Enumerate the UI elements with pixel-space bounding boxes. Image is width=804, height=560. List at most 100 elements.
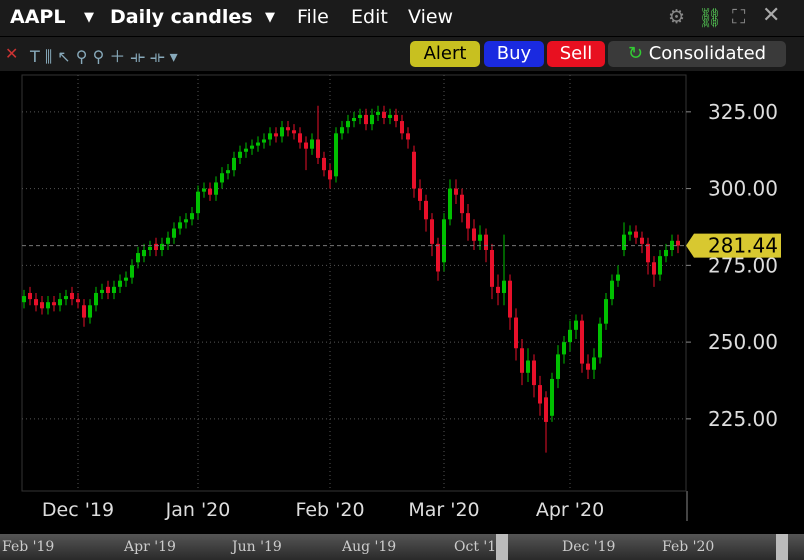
candle-body bbox=[520, 348, 524, 373]
candle-body bbox=[490, 249, 494, 287]
candle-body bbox=[598, 323, 602, 358]
candle-body bbox=[358, 114, 362, 118]
candle-body bbox=[34, 299, 38, 306]
candle-body bbox=[328, 170, 332, 180]
tool-icon[interactable]: ✕ bbox=[5, 44, 19, 63]
candle-body bbox=[532, 360, 536, 386]
candle-body bbox=[430, 219, 434, 244]
symbol[interactable]: AAPL bbox=[10, 6, 66, 28]
close-icon[interactable]: ✕ bbox=[762, 3, 781, 28]
navigator-label: Oct '19 bbox=[454, 539, 506, 555]
candle-body bbox=[514, 317, 518, 349]
candle-body bbox=[310, 139, 314, 149]
candle-body bbox=[262, 139, 266, 143]
candle-body bbox=[148, 246, 152, 250]
candle-body bbox=[502, 280, 506, 293]
navigator-handle[interactable] bbox=[496, 534, 508, 560]
candle-body bbox=[664, 249, 668, 257]
candle-body bbox=[220, 173, 224, 183]
candle-body bbox=[76, 299, 80, 303]
candle-body bbox=[202, 188, 206, 192]
candle-body bbox=[364, 114, 368, 125]
menu[interactable]: Edit bbox=[351, 6, 388, 28]
dropdown-arrow[interactable]: ▼ bbox=[84, 10, 94, 25]
x-tick-label: Jan '20 bbox=[165, 499, 231, 521]
candle-body bbox=[472, 228, 476, 241]
menu[interactable]: View bbox=[408, 6, 454, 28]
candle-body bbox=[634, 231, 638, 238]
last-price-label: 281.44 bbox=[708, 234, 778, 258]
menu[interactable]: File bbox=[297, 6, 329, 28]
navigator-label: Feb '19 bbox=[2, 539, 55, 555]
candle-body bbox=[40, 302, 44, 309]
maximize-icon[interactable]: ⛶ bbox=[732, 6, 746, 28]
navigator-handle[interactable] bbox=[776, 534, 788, 560]
candle-body bbox=[118, 280, 122, 287]
candle-body bbox=[214, 182, 218, 195]
candle-body bbox=[592, 357, 596, 370]
candle-body bbox=[64, 296, 68, 300]
candle-body bbox=[562, 342, 566, 355]
candle-body bbox=[448, 188, 452, 220]
candle-body bbox=[136, 253, 140, 263]
alert-button[interactable]: Alert bbox=[410, 41, 480, 67]
x-tick-label: Mar '20 bbox=[408, 499, 479, 521]
candle-body bbox=[544, 397, 548, 422]
dropdown-arrow[interactable]: ▼ bbox=[265, 10, 275, 25]
candle-body bbox=[496, 286, 500, 293]
candle-body bbox=[130, 265, 134, 278]
x-tick-label: Feb '20 bbox=[295, 499, 364, 521]
candle-body bbox=[412, 151, 416, 189]
candle-body bbox=[178, 222, 182, 229]
x-tick-label: Apr '20 bbox=[536, 499, 604, 521]
candle-body bbox=[82, 305, 86, 318]
candle-body bbox=[334, 133, 338, 177]
candle-body bbox=[298, 133, 302, 143]
y-tick-label: 300.00 bbox=[708, 177, 778, 201]
candle-body bbox=[466, 213, 470, 229]
exchange-label: Consolidated bbox=[648, 43, 767, 64]
candle-body bbox=[184, 219, 188, 223]
candle-body bbox=[340, 127, 344, 134]
x-tick-label: Dec '19 bbox=[42, 499, 114, 521]
candle-body bbox=[352, 117, 356, 122]
candle-body bbox=[556, 354, 560, 379]
navigator: Feb '20 Dec '19 Oct '19 Aug '19 Jun '19 Apr '… bbox=[0, 534, 804, 560]
buy-button[interactable]: Buy bbox=[484, 41, 544, 67]
chart-kind[interactable]: Daily candles bbox=[110, 6, 253, 28]
candle-body bbox=[442, 219, 446, 263]
candle-body bbox=[460, 194, 464, 214]
tool-icon[interactable]: T ⫼ ↖ ⚲ ⚲ ＋ ⟛ ⟛ ▾ bbox=[30, 47, 178, 66]
candle-body bbox=[52, 302, 56, 306]
candle-body bbox=[670, 240, 674, 250]
candle-body bbox=[22, 296, 26, 303]
header: AAPL ▼ Daily candles ▼ File Edit View ⚙ … bbox=[0, 0, 804, 36]
candle-body bbox=[526, 360, 530, 373]
candle-body bbox=[376, 111, 380, 115]
candle-body bbox=[250, 145, 254, 149]
link-icon[interactable]: ⛓ bbox=[698, 7, 723, 29]
candle-body bbox=[400, 121, 404, 134]
sell-button[interactable]: Sell bbox=[547, 41, 605, 67]
candle-body bbox=[646, 243, 650, 263]
candle-body bbox=[586, 363, 590, 370]
plot-area bbox=[21, 74, 687, 492]
candle-body bbox=[394, 114, 398, 122]
candle-body bbox=[676, 240, 680, 246]
candle-body bbox=[568, 329, 572, 343]
exchange-button[interactable]: ↻ Consolidated bbox=[608, 41, 786, 67]
candle-body bbox=[190, 213, 194, 220]
last-price-flag bbox=[686, 233, 781, 258]
candle-body bbox=[124, 277, 128, 281]
candle-body bbox=[172, 228, 176, 238]
candle-body bbox=[256, 142, 260, 146]
candle-body bbox=[322, 157, 326, 171]
candle-body bbox=[616, 274, 620, 281]
candle-body bbox=[316, 139, 320, 158]
candle-body bbox=[106, 286, 110, 293]
navigator-label: Dec '19 bbox=[562, 539, 616, 555]
navigator-label: Aug '19 bbox=[342, 539, 397, 555]
candle-body bbox=[94, 292, 98, 306]
settings-icon[interactable]: ⚙ bbox=[668, 6, 686, 28]
